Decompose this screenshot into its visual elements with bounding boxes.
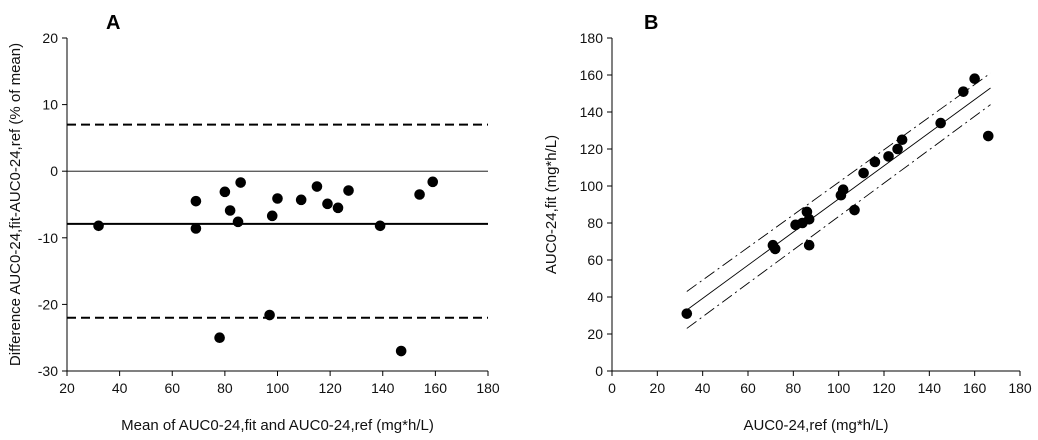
data-point bbox=[803, 239, 815, 251]
chart-a: -30 -20 -10 0 10 20 20 40 60 80 100 120 140 160 180 A Me… bbox=[7, 12, 500, 434]
data-point bbox=[414, 189, 425, 200]
data-point bbox=[892, 143, 903, 155]
x-tick-label: 160 bbox=[424, 380, 448, 396]
y-axis-label: Difference AUC0-24,fit-AUC0-24,ref (% of… bbox=[7, 43, 24, 366]
y-tick-label: 20 bbox=[42, 30, 58, 46]
x-axis-label: AUC0-24,ref (mg*h/L) bbox=[743, 417, 888, 434]
data-point bbox=[896, 134, 908, 146]
data-point bbox=[969, 73, 980, 84]
x-tick-label: 180 bbox=[476, 380, 500, 396]
data-point bbox=[935, 117, 946, 129]
data-point bbox=[219, 186, 231, 198]
x-tick-label: 80 bbox=[217, 380, 233, 396]
data-point bbox=[837, 184, 849, 195]
x-tick-label: 140 bbox=[918, 380, 942, 396]
data-point bbox=[311, 181, 323, 192]
data-point bbox=[982, 130, 994, 142]
data-point bbox=[214, 332, 225, 344]
confidence-band-line bbox=[686, 104, 991, 329]
data-point bbox=[266, 210, 278, 222]
chart-b: 0 20 40 60 80 100 120 140 160 180 0 20 40 60 80 100 120 1… bbox=[543, 12, 1032, 434]
data-point bbox=[883, 151, 894, 162]
y-tick-label: -20 bbox=[38, 296, 58, 312]
y-axis-label: AUC0-24,fit (mg*h/L) bbox=[543, 135, 560, 274]
y-tick-label: 40 bbox=[587, 289, 603, 305]
x-tick-label: 20 bbox=[650, 380, 666, 396]
data-point bbox=[322, 198, 333, 210]
data-point bbox=[272, 193, 283, 204]
confidence-band-line bbox=[686, 72, 991, 292]
data-point bbox=[681, 308, 693, 319]
x-tick-label: 140 bbox=[371, 380, 395, 396]
data-point bbox=[190, 195, 202, 207]
x-tick-label: 40 bbox=[695, 380, 711, 396]
data-point bbox=[332, 202, 344, 214]
y-tick-label: -10 bbox=[38, 230, 58, 246]
data-point bbox=[849, 204, 860, 216]
x-tick-label: 180 bbox=[1008, 380, 1032, 396]
data-point bbox=[958, 86, 969, 97]
y-tick-label: 140 bbox=[580, 104, 604, 120]
y-tick-label: 100 bbox=[580, 178, 604, 194]
data-point bbox=[427, 176, 439, 188]
data-point bbox=[224, 205, 236, 216]
x-tick-label: 20 bbox=[59, 380, 75, 396]
x-tick-label: 60 bbox=[740, 380, 756, 396]
data-point bbox=[232, 216, 244, 228]
data-point bbox=[395, 345, 407, 357]
y-tick-label: 10 bbox=[42, 97, 58, 113]
data-point bbox=[803, 214, 815, 225]
y-tick-label: 160 bbox=[580, 67, 604, 83]
x-tick-label: 40 bbox=[112, 380, 128, 396]
x-tick-label: 60 bbox=[164, 380, 180, 396]
x-tick-label: 100 bbox=[266, 380, 290, 396]
x-tick-label: 100 bbox=[827, 380, 851, 396]
y-tick-label: 60 bbox=[587, 252, 603, 268]
x-tick-label: 120 bbox=[318, 380, 342, 396]
data-point bbox=[264, 309, 275, 321]
data-point bbox=[343, 185, 354, 196]
panel-label: A bbox=[106, 12, 120, 34]
data-point bbox=[235, 177, 246, 188]
data-point bbox=[190, 223, 202, 234]
data-point bbox=[374, 220, 386, 232]
data-point bbox=[295, 194, 307, 206]
y-tick-label: -30 bbox=[38, 363, 58, 379]
y-tick-label: 0 bbox=[595, 363, 603, 379]
y-tick-label: 80 bbox=[587, 215, 603, 231]
x-tick-label: 80 bbox=[786, 380, 802, 396]
data-point bbox=[869, 156, 881, 168]
x-tick-label: 0 bbox=[608, 380, 616, 396]
y-tick-label: 180 bbox=[580, 30, 604, 46]
y-tick-label: 20 bbox=[587, 326, 603, 342]
data-point bbox=[858, 167, 869, 179]
x-tick-label: 160 bbox=[963, 380, 987, 396]
y-tick-label: 0 bbox=[50, 163, 58, 179]
y-tick-label: 120 bbox=[580, 141, 604, 157]
data-point bbox=[769, 243, 781, 255]
panel-label: B bbox=[644, 12, 658, 34]
x-tick-label: 120 bbox=[872, 380, 896, 396]
data-point bbox=[93, 220, 104, 232]
x-axis-label: Mean of AUC0-24,fit and AUC0-24,ref (mg*… bbox=[121, 417, 434, 434]
